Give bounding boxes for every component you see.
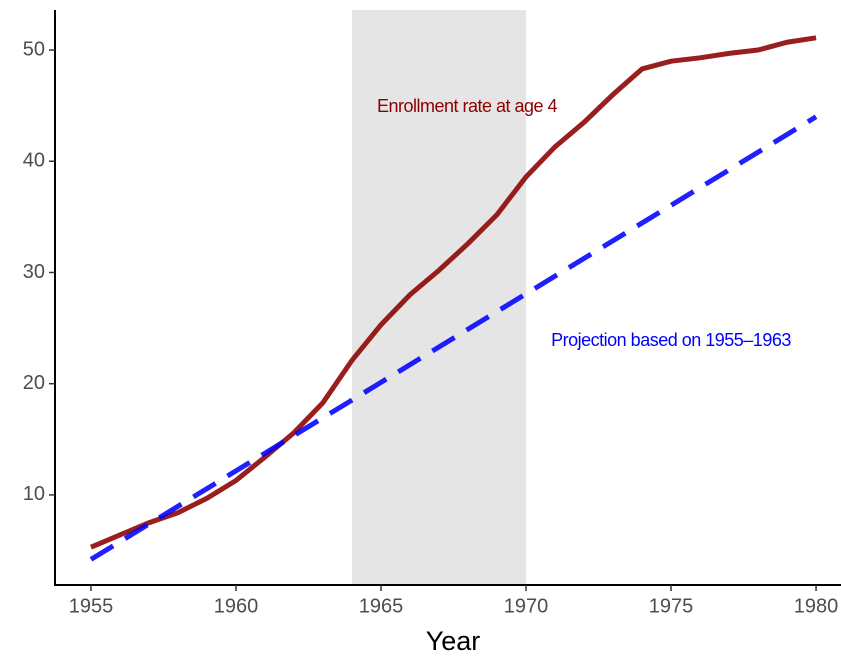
y-tick-label: 20	[23, 372, 45, 394]
x-tick-label: 1970	[504, 595, 549, 617]
series-line	[89, 35, 817, 550]
y-tick-label: 10	[23, 483, 45, 505]
x-tick-label: 1975	[649, 595, 694, 617]
x-axis-title: Year	[426, 626, 481, 656]
y-tick-label: 50	[23, 38, 45, 60]
y-tick-label: 30	[23, 261, 45, 283]
x-tick-label: 1980	[794, 595, 839, 617]
annotation: Projection based on 1955–1963	[551, 330, 791, 350]
annotation: Enrollment rate at age 4	[377, 96, 558, 116]
x-tick-label: 1960	[214, 595, 259, 617]
shaded-region	[351, 10, 527, 585]
series-line	[89, 114, 818, 562]
y-tick-label: 40	[23, 150, 45, 172]
x-tick-label: 1965	[359, 595, 404, 617]
x-tick-label: 1955	[69, 595, 114, 617]
